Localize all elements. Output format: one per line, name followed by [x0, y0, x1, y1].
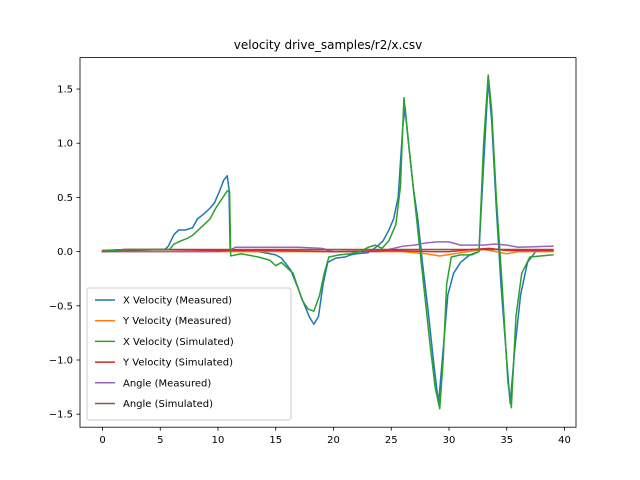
y-tick-label: 0.5	[57, 193, 73, 204]
legend: X Velocity (Measured) Y Velocity (Measure…	[86, 287, 292, 421]
legend-entry-label: Angle (Measured)	[123, 378, 211, 389]
legend-entry-label: Y Velocity (Measured)	[122, 316, 231, 327]
legend-entry-label: Angle (Simulated)	[123, 399, 213, 410]
x-tick-label: 20	[327, 435, 340, 446]
y-tick-label: 0.0	[57, 247, 73, 258]
x-tick-label: 40	[558, 435, 571, 446]
series-line-x-velocity-simulated	[101, 74, 554, 410]
axes-frame	[79, 57, 577, 428]
legend-box	[86, 287, 292, 421]
legend-entry-label: X Velocity (Simulated)	[123, 337, 234, 348]
x-tick-label: 10	[212, 435, 225, 446]
series-line-x-velocity-measured	[101, 79, 554, 405]
y-tick-label: 1.0	[57, 139, 73, 150]
chart-title: velocity drive_samples/r2/x.csv	[234, 38, 422, 52]
plot-area	[101, 74, 554, 410]
y-tick-label: 1.5	[57, 85, 73, 96]
x-axis: 0 5 10 15 20 25 30 35 40	[99, 427, 571, 446]
legend-entry-label: Y Velocity (Simulated)	[122, 358, 233, 369]
x-tick-label: 0	[99, 435, 105, 446]
x-tick-label: 5	[157, 435, 163, 446]
x-tick-label: 15	[269, 435, 282, 446]
y-axis: −1.5 −1.0 −0.5 0.0 0.5 1.0 1.5	[49, 85, 80, 421]
y-tick-label: −1.0	[49, 356, 73, 367]
legend-entry-label: X Velocity (Measured)	[123, 296, 232, 307]
y-tick-label: −1.5	[49, 410, 73, 421]
y-tick-label: −0.5	[49, 301, 73, 312]
x-tick-label: 30	[443, 435, 456, 446]
x-tick-label: 35	[500, 435, 513, 446]
x-tick-label: 25	[385, 435, 398, 446]
